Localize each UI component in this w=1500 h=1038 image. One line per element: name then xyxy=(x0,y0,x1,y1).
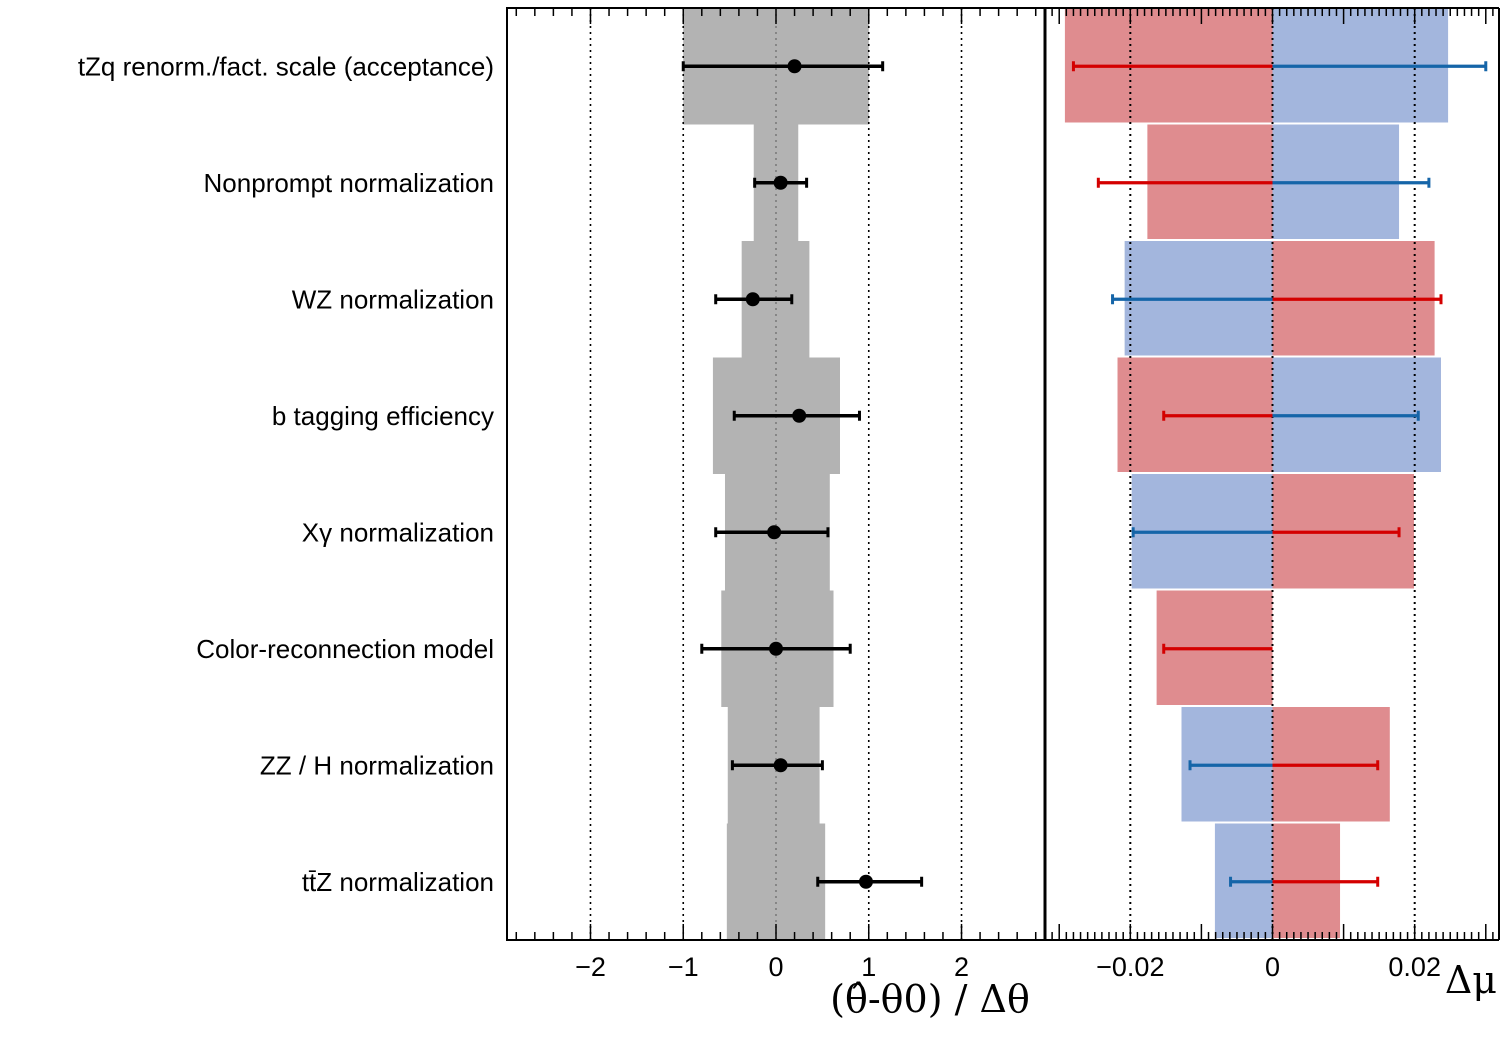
pull-point xyxy=(787,59,802,74)
pull-tick-label: −2 xyxy=(575,952,606,982)
pull-panel: −2 −1 0 1 2 xyxy=(506,7,1046,982)
impact-axis-title: Δμ xyxy=(1445,958,1497,1002)
category-label: Xγ normalization xyxy=(302,517,494,547)
impact-tick-label: 0.02 xyxy=(1388,952,1441,982)
pull-axis-title: (θ̂-θ0) / Δθ xyxy=(830,977,1030,1021)
impact-tick-label: 0 xyxy=(1265,952,1280,982)
category-label: tt̄Z normalization xyxy=(302,867,494,897)
constraint-band xyxy=(726,823,826,940)
category-label: tZq renorm./fact. scale (acceptance) xyxy=(78,51,494,81)
pull-tick-label: −1 xyxy=(668,952,699,982)
category-label: WZ normalization xyxy=(292,284,494,314)
category-label: ZZ / H normalization xyxy=(260,750,494,780)
category-label: b tagging efficiency xyxy=(272,401,494,431)
category-label: Nonprompt normalization xyxy=(204,168,494,198)
pull-tick-label: 2 xyxy=(954,952,969,982)
pull-point xyxy=(858,874,873,889)
pull-point xyxy=(769,641,783,656)
impact-panel: −0.02 0 0.02 xyxy=(1043,7,1500,982)
category-label: Color-reconnection model xyxy=(196,634,494,664)
pull-point xyxy=(773,175,788,190)
category-labels: tZq renorm./fact. scale (acceptance) Nonp… xyxy=(78,51,494,897)
pull-point xyxy=(745,292,760,307)
pull-point xyxy=(792,408,807,423)
pull-point xyxy=(767,525,782,540)
impact-tick-label: −0.02 xyxy=(1096,952,1164,982)
pull-point xyxy=(773,758,788,773)
pull-tick-label: 1 xyxy=(861,952,876,982)
pull-tick-label: 0 xyxy=(768,952,783,982)
